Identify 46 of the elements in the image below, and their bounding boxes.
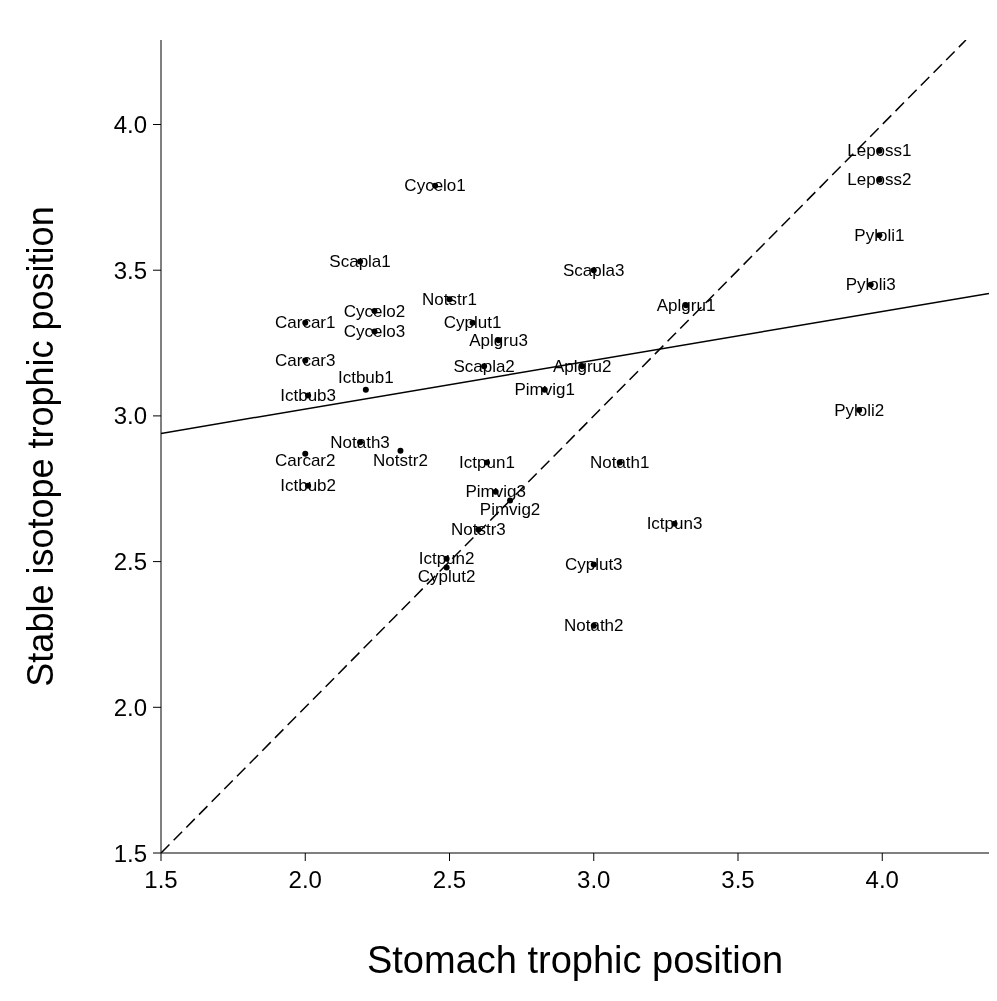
y-tick-label: 1.5 — [113, 839, 147, 867]
x-tick-label: 4.0 — [865, 866, 899, 894]
y-tick-label: 3.5 — [113, 256, 147, 284]
data-label: Notstr1 — [422, 289, 477, 309]
data-label: Notstr2 — [373, 450, 428, 470]
y-tick-label: 2.0 — [113, 693, 147, 721]
data-label: Aplgru2 — [552, 356, 612, 376]
data-label: Notath2 — [563, 616, 624, 636]
data-label: Ictpun1 — [459, 453, 515, 473]
x-tick-label: 2.0 — [288, 866, 322, 894]
data-label: Scapla2 — [453, 356, 515, 376]
data-label: Carcar2 — [275, 450, 336, 470]
data-label: Cycelo3 — [343, 321, 406, 341]
data-label: Cyplut1 — [443, 313, 502, 333]
data-label: Notath1 — [589, 453, 650, 473]
x-tick-label: 3.5 — [721, 866, 755, 894]
data-label: Cyplut2 — [417, 567, 476, 587]
data-label: Notstr3 — [450, 520, 506, 540]
data-label: Notath3 — [330, 432, 390, 452]
data-label: Ictbub1 — [337, 368, 394, 388]
data-label: Scapla3 — [563, 260, 625, 280]
data-label: Ictbub2 — [280, 476, 337, 496]
point — [397, 447, 404, 454]
x-tick-label: 3.0 — [577, 866, 611, 894]
data-label: Carcar3 — [275, 351, 336, 371]
data-label: Cyplut3 — [564, 555, 623, 575]
data-label: Carcar1 — [275, 313, 336, 333]
x-axis-title: Stomach trophic position — [366, 939, 784, 981]
point — [362, 386, 369, 393]
data-label: Scapla1 — [329, 251, 391, 271]
y-tick-label: 2.5 — [113, 548, 147, 576]
x-tick-label: 2.5 — [432, 866, 467, 894]
data-label: Pimvig1 — [514, 380, 575, 400]
data-label: Ictbub3 — [280, 386, 337, 406]
x-tick-label: 1.5 — [144, 866, 178, 894]
data-label: Aplgru3 — [469, 331, 528, 351]
data-label: Cycelo1 — [404, 176, 466, 196]
data-label: Leposs2 — [847, 170, 912, 190]
y-axis-title: Stable isotope trophic position — [19, 206, 61, 687]
y-tick-label: 4.0 — [113, 111, 147, 139]
data-label: Pyloli3 — [845, 275, 896, 295]
data-label: Pimvig2 — [479, 500, 541, 520]
data-label: Pyloli1 — [854, 225, 905, 245]
data-label: Cycelo2 — [343, 301, 406, 321]
y-tick-label: 3.0 — [113, 402, 147, 430]
data-label: Pyloli2 — [834, 400, 885, 420]
